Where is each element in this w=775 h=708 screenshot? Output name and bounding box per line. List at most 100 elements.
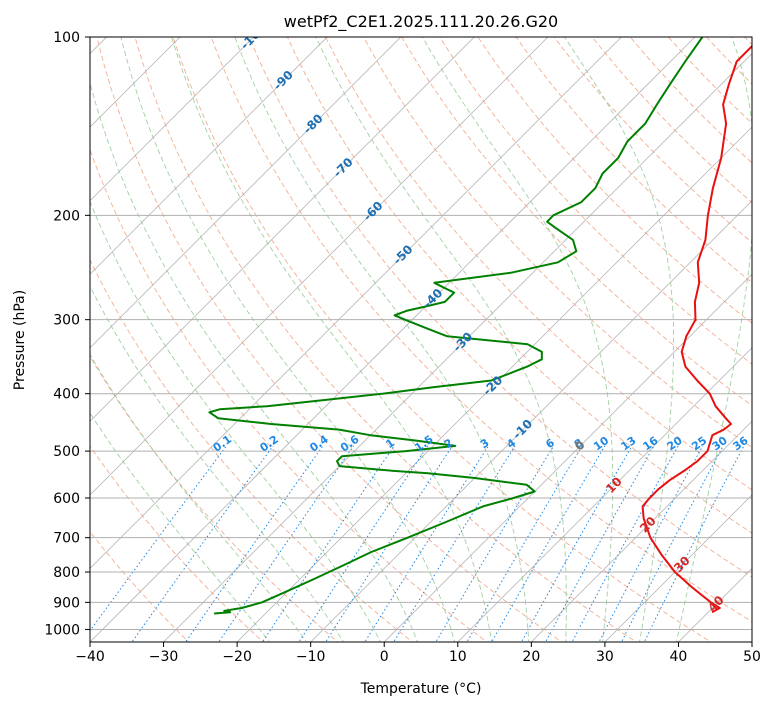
moist-adiabat-line xyxy=(120,37,456,642)
plot-frame xyxy=(89,36,753,643)
chart-title: wetPf2_C2E1.2025.111.20.26.G20 xyxy=(284,12,558,32)
moist-adiabat-line xyxy=(90,353,308,642)
dewpoint-profile xyxy=(208,37,704,615)
x-tick-label: 30 xyxy=(596,649,614,665)
x-tick-label: 40 xyxy=(670,649,688,665)
line-labels: 0.1 0.2 0.4 0.6 1 1.5 2 3 4 6 8 10 13 16 20 25 30 36-100-… xyxy=(211,37,751,615)
mixing-ratio-line xyxy=(364,445,489,642)
y-tick-label: 400 xyxy=(53,387,80,403)
isotherm-line xyxy=(90,37,549,496)
dry-adiabat-line xyxy=(667,37,752,125)
dry-adiabat-line xyxy=(90,445,264,642)
mixing-ratio-line xyxy=(520,445,633,642)
isotherm-label: -50 xyxy=(390,242,415,267)
dry-adiabat-line xyxy=(90,148,488,642)
dry-adiabat-line xyxy=(90,355,339,642)
dry-adiabat-line xyxy=(324,37,752,491)
mixing-ratio-line xyxy=(218,445,355,642)
y-tick-label: 300 xyxy=(53,313,80,329)
isotherm-line xyxy=(90,37,181,128)
mixing-ratio-label: 16 xyxy=(640,434,660,454)
y-tick-label: 800 xyxy=(53,565,80,581)
mixing-ratio-label: 25 xyxy=(689,434,709,453)
isotherm-label: -80 xyxy=(301,111,326,136)
y-tick-label: 200 xyxy=(53,208,80,224)
y-tick-label: 700 xyxy=(53,531,80,547)
dry-adiabat-line xyxy=(286,37,752,534)
isotherm-line xyxy=(90,37,402,349)
x-tick-label: −20 xyxy=(222,649,252,665)
dry-adiabat-line xyxy=(591,37,752,204)
isotherm-line xyxy=(90,37,475,422)
mixing-ratio-line xyxy=(298,445,429,642)
mixing-ratio-line xyxy=(598,445,704,642)
mixing-ratio-line xyxy=(131,445,274,642)
mixing-ratio-line xyxy=(184,445,324,642)
isotherm-line xyxy=(604,494,752,642)
isotherm-label: -30 xyxy=(450,329,475,354)
x-tick-label: 10 xyxy=(449,649,467,665)
isotherm-label: -10 xyxy=(510,417,535,442)
isotherm-label: 40 xyxy=(705,593,727,615)
pressure-grid xyxy=(90,37,752,630)
isotherm-label: -70 xyxy=(331,155,356,180)
isotherm-line xyxy=(530,420,752,642)
moist-adiabat-line xyxy=(315,37,567,642)
isotherm-line xyxy=(310,200,752,642)
isotherm-line xyxy=(90,37,696,642)
isotherm-line xyxy=(90,37,255,202)
axes: −40 −30 −20 −10 0 10 20 30 40 50 100 200 300 400 500 60… xyxy=(44,30,761,665)
dry-adiabat-line xyxy=(705,37,752,85)
x-tick-label: 50 xyxy=(743,649,761,665)
moist-adiabat-line xyxy=(90,200,382,642)
mixing-ratio-line xyxy=(261,445,395,642)
y-tick-label: 100 xyxy=(53,30,80,46)
isotherm-label: 20 xyxy=(637,514,659,536)
dry-adiabat-line xyxy=(96,37,563,642)
mixing-ratio-line xyxy=(545,445,655,642)
dry-adiabat-line xyxy=(248,37,752,578)
isotherm-line xyxy=(90,37,623,570)
isotherm-line xyxy=(90,37,328,275)
moist-adiabat-line xyxy=(90,81,419,642)
mixing-ratio-label: 2 xyxy=(442,436,456,451)
dry-adiabat-line xyxy=(134,37,638,642)
moist-adiabat-line xyxy=(563,37,675,642)
y-axis-label: Pressure (hPa) xyxy=(12,290,28,390)
x-axis-label: Temperature (°C) xyxy=(360,681,482,697)
y-tick-label: 500 xyxy=(53,444,80,460)
mixing-ratio-line xyxy=(491,445,606,642)
isotherm-line xyxy=(383,273,752,642)
isotherm-line xyxy=(457,347,752,642)
mixing-ratio-line xyxy=(621,445,724,642)
mixing-ratio-line xyxy=(325,445,453,642)
isotherm-label: -60 xyxy=(360,199,385,224)
dry-adiabat-line xyxy=(90,258,414,642)
x-tick-label: −40 xyxy=(75,649,105,665)
y-tick-label: 1000 xyxy=(44,622,80,638)
moist-adiabat-line xyxy=(234,37,530,642)
x-tick-label: −30 xyxy=(149,649,179,665)
dry-adiabat-line xyxy=(401,37,752,407)
mixing-ratio-line xyxy=(466,445,583,642)
y-tick-label: 900 xyxy=(53,595,80,611)
x-tick-label: −10 xyxy=(296,649,326,665)
mixing-ratio-line xyxy=(393,445,516,642)
dry-adiabat-line xyxy=(770,24,775,645)
temperature-profile xyxy=(641,44,752,614)
mixing-ratio-label: 10 xyxy=(591,434,611,454)
moist-adiabat-line xyxy=(421,37,614,642)
x-tick-label: 0 xyxy=(380,649,389,665)
dry-adiabat-line xyxy=(172,37,712,642)
isotherm-label: -90 xyxy=(271,68,296,93)
isotherm-label: 10 xyxy=(603,474,625,496)
mixing-ratio-label: 3 xyxy=(478,436,492,451)
x-tick-label: 20 xyxy=(522,649,540,665)
y-tick-label: 600 xyxy=(53,491,80,507)
mixing-ratio-label: 20 xyxy=(665,434,685,454)
mixing-ratio-label: 6 xyxy=(543,436,557,451)
moist-adiabat-line xyxy=(90,285,345,642)
dry-adiabat-line xyxy=(515,37,752,284)
sounding-profiles xyxy=(208,37,752,615)
dry-adiabat-line xyxy=(743,37,752,46)
